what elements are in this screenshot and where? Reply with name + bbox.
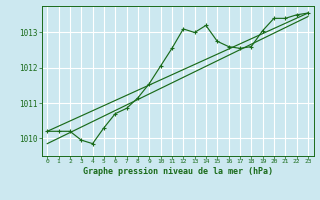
X-axis label: Graphe pression niveau de la mer (hPa): Graphe pression niveau de la mer (hPa) [83, 167, 273, 176]
